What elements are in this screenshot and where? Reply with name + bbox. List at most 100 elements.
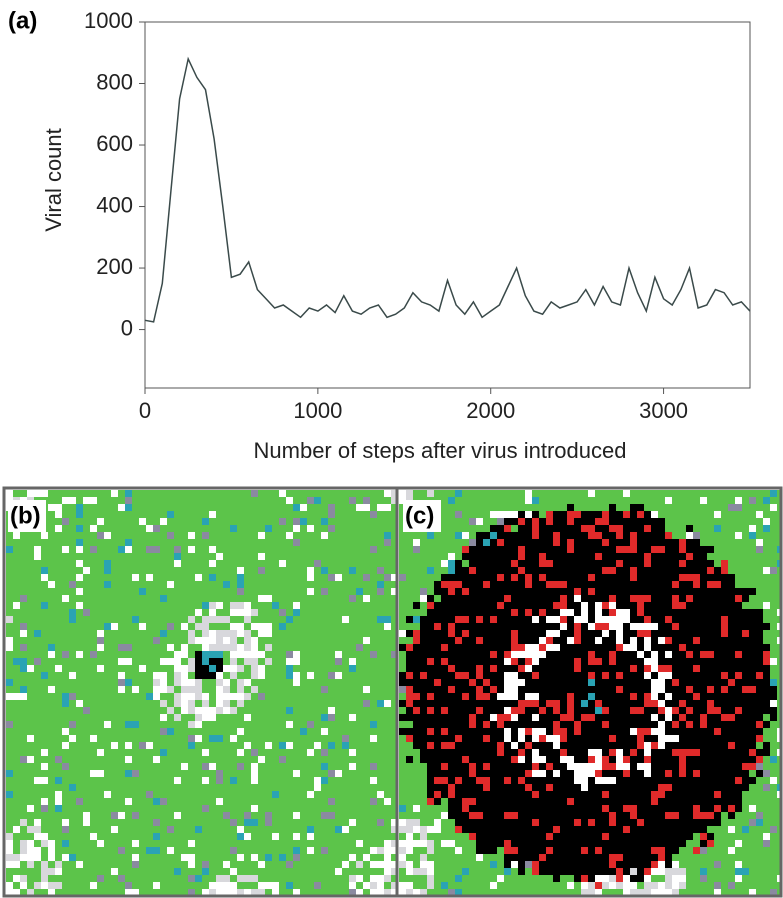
sim-cell (483, 525, 490, 532)
sim-cell (167, 756, 174, 763)
sim-cell (644, 504, 651, 511)
sim-cell (83, 525, 90, 532)
sim-cell (321, 882, 328, 889)
sim-cell (728, 644, 735, 651)
sim-cell (202, 623, 209, 630)
sim-cell (644, 679, 651, 686)
sim-cell (230, 791, 237, 798)
sim-cell (356, 805, 363, 812)
sim-cell (111, 581, 118, 588)
sim-cell (384, 490, 391, 497)
sim-cell (286, 553, 293, 560)
sim-cell (356, 532, 363, 539)
sim-cell (167, 840, 174, 847)
sim-cell (413, 672, 420, 679)
sim-cell (644, 693, 651, 700)
sim-cell (595, 518, 602, 525)
sim-cell (202, 882, 209, 889)
sim-cell (118, 602, 125, 609)
sim-cell (41, 490, 48, 497)
sim-cell (286, 861, 293, 868)
sim-cell (76, 854, 83, 861)
sim-cell (391, 644, 396, 651)
sim-cell (90, 861, 97, 868)
sim-cell (48, 644, 55, 651)
sim-cell (13, 553, 20, 560)
sim-cell (125, 735, 132, 742)
sim-cell (293, 693, 300, 700)
sim-cell (181, 504, 188, 511)
sim-cell (48, 763, 55, 770)
sim-cell (363, 826, 370, 833)
sim-cell (602, 595, 609, 602)
sim-cell (188, 553, 195, 560)
sim-cell (258, 861, 265, 868)
sim-cell (546, 623, 553, 630)
sim-cell (153, 882, 160, 889)
sim-cell (90, 784, 97, 791)
sim-cell (462, 595, 469, 602)
sim-cell (490, 497, 497, 504)
sim-cell (349, 560, 356, 567)
sim-cell (511, 672, 518, 679)
sim-cell (651, 511, 658, 518)
sim-cell (686, 686, 693, 693)
sim-cell (384, 819, 391, 826)
sim-cell (118, 714, 125, 721)
sim-cell (770, 609, 777, 616)
sim-cell (265, 511, 272, 518)
sim-cell (707, 553, 714, 560)
sim-cell (714, 553, 721, 560)
sim-cell (251, 686, 258, 693)
sim-cell (286, 511, 293, 518)
sim-cell (483, 707, 490, 714)
sim-cell (125, 616, 132, 623)
sim-cell (497, 679, 504, 686)
sim-cell (602, 686, 609, 693)
sim-cell (314, 756, 321, 763)
sim-cell (202, 735, 209, 742)
sim-cell (546, 644, 553, 651)
sim-cell (132, 539, 139, 546)
sim-cell (83, 854, 90, 861)
sim-cell (602, 700, 609, 707)
sim-cell (55, 588, 62, 595)
sim-cell (665, 497, 672, 504)
sim-cell (413, 651, 420, 658)
sim-cell (553, 616, 560, 623)
sim-cell (300, 546, 307, 553)
sim-cell (693, 679, 700, 686)
sim-cell (69, 798, 76, 805)
sim-cell (216, 826, 223, 833)
sim-cell (602, 567, 609, 574)
sim-cell (651, 546, 658, 553)
sim-cell (328, 812, 335, 819)
sim-cell (497, 616, 504, 623)
sim-cell (490, 567, 497, 574)
sim-cell (665, 490, 672, 497)
sim-cell (707, 679, 714, 686)
sim-cell (90, 644, 97, 651)
sim-cell (321, 644, 328, 651)
sim-cell (174, 686, 181, 693)
sim-cell (384, 525, 391, 532)
sim-cell (272, 707, 279, 714)
sim-cell (111, 630, 118, 637)
sim-cell (377, 756, 384, 763)
sim-cell (300, 616, 307, 623)
sim-cell (195, 630, 202, 637)
sim-cell (62, 665, 69, 672)
sim-cell (300, 735, 307, 742)
sim-cell (300, 623, 307, 630)
sim-cell (307, 665, 314, 672)
sim-cell (448, 672, 455, 679)
sim-cell (553, 686, 560, 693)
sim-cell (749, 504, 756, 511)
sim-cell (181, 735, 188, 742)
sim-cell (321, 616, 328, 623)
sim-cell (90, 875, 97, 882)
sim-cell (581, 525, 588, 532)
sim-cell (756, 651, 763, 658)
sim-cell (356, 784, 363, 791)
sim-cell (167, 742, 174, 749)
